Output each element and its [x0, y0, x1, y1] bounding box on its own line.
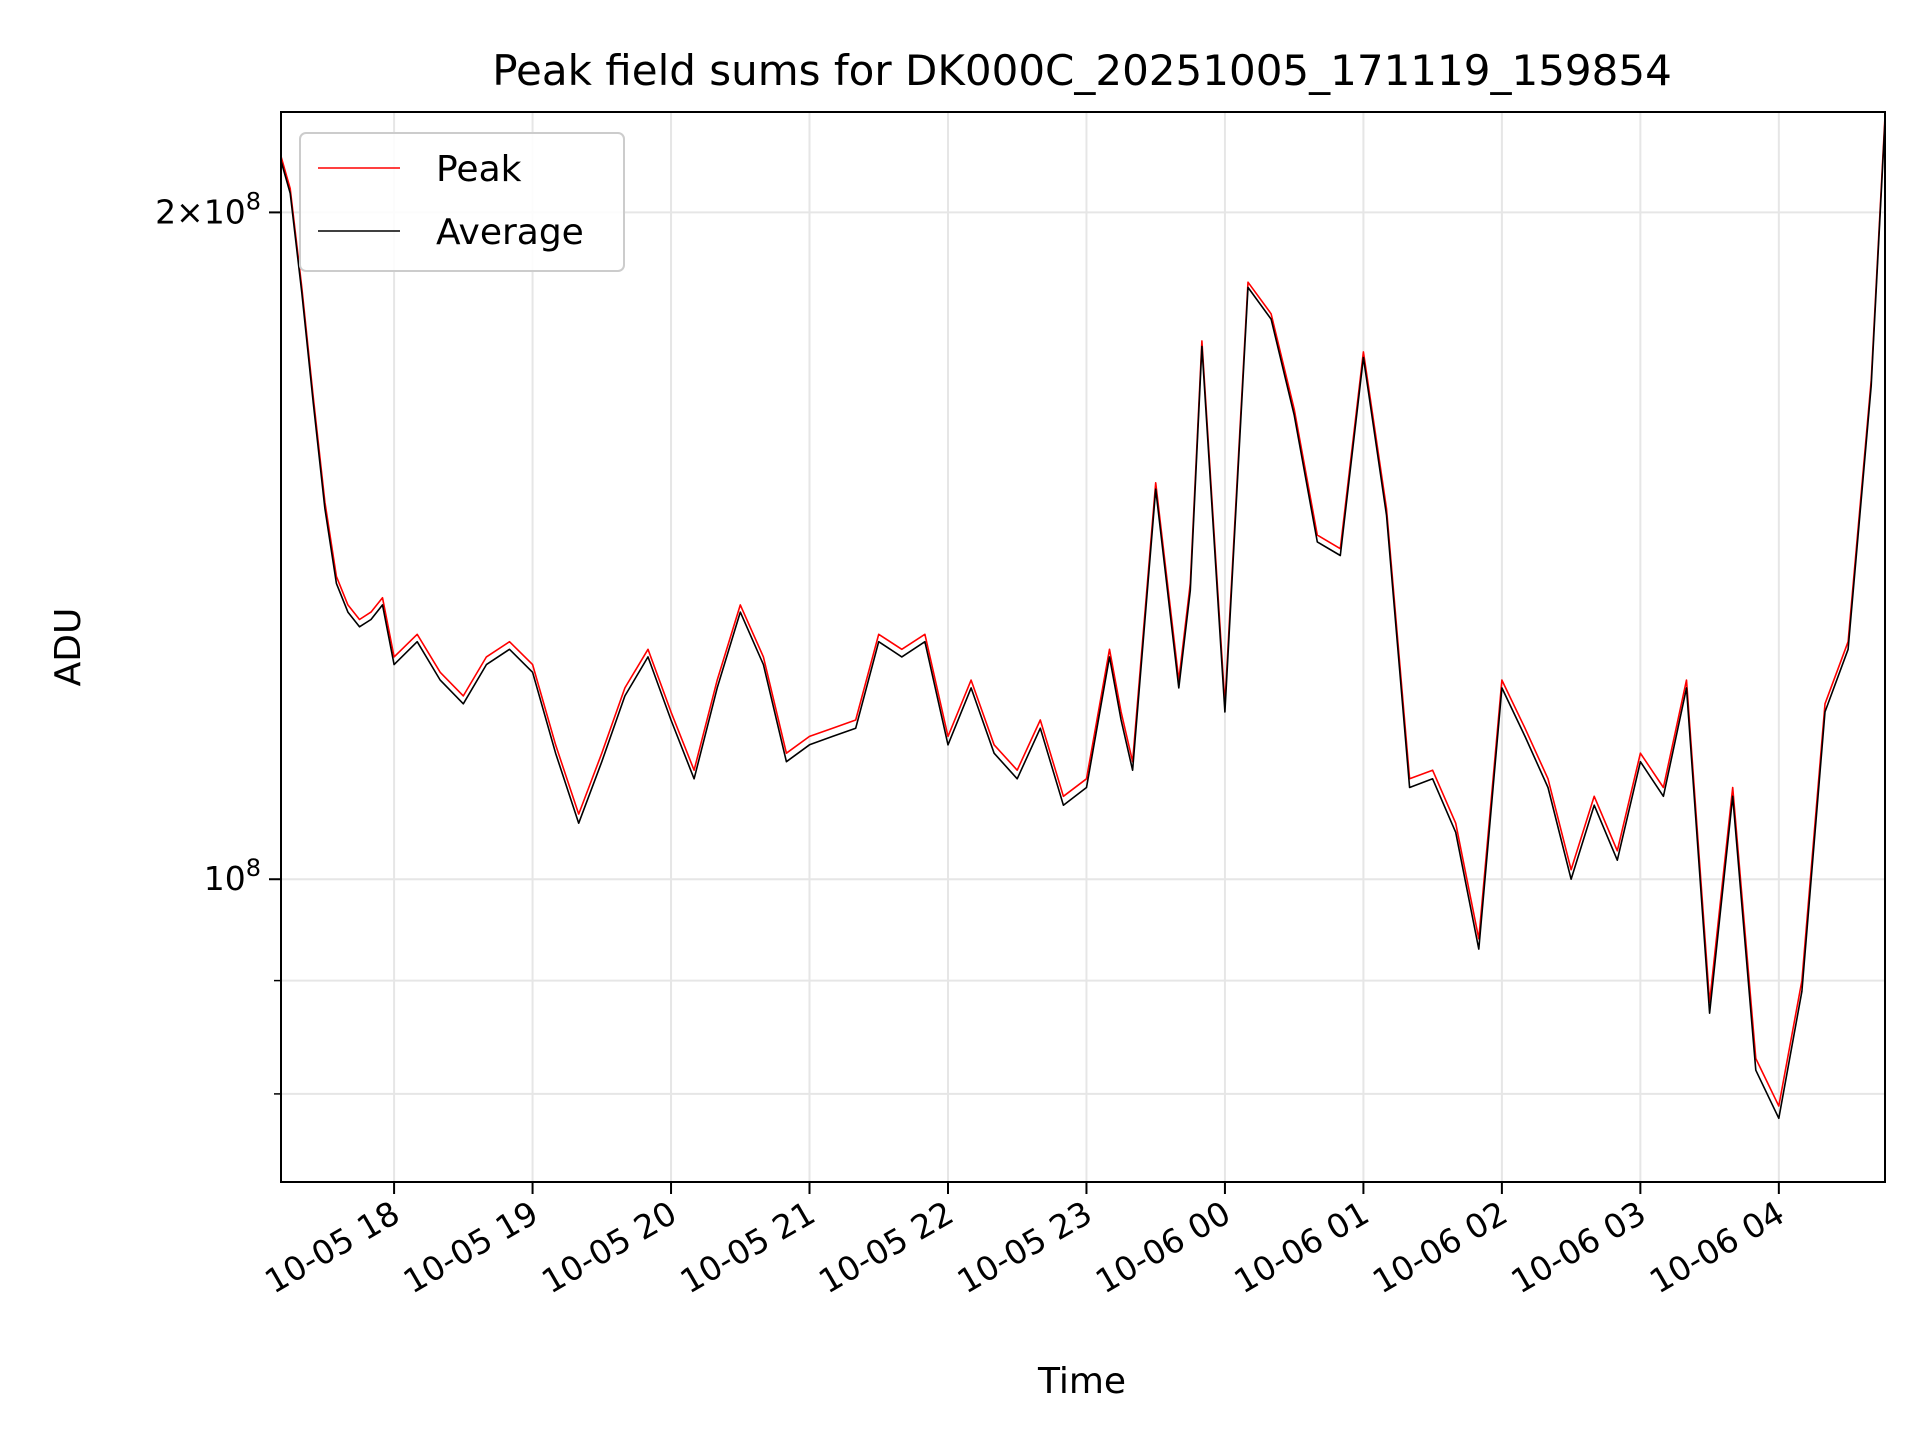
legend: Peak Average	[299, 132, 625, 272]
x-axis-label: Time	[1037, 1361, 1126, 1402]
y-tick-label: 2×108	[155, 187, 261, 231]
grid	[281, 112, 1885, 1182]
y-axis: 108 2×108	[155, 187, 281, 1095]
series-line-peak	[280, 116, 1886, 1107]
chart-title: Peak field sums for DK000C_20251005_1711…	[492, 46, 1672, 95]
plot-frame	[280, 111, 1886, 1183]
series-lines	[280, 116, 1886, 1120]
legend-label-peak: Peak	[436, 149, 522, 190]
legend-label-average: Average	[436, 212, 584, 253]
y-tick-label: 108	[204, 854, 261, 898]
y-axis-label: ADU	[48, 608, 89, 687]
series-line-average	[280, 120, 1886, 1120]
